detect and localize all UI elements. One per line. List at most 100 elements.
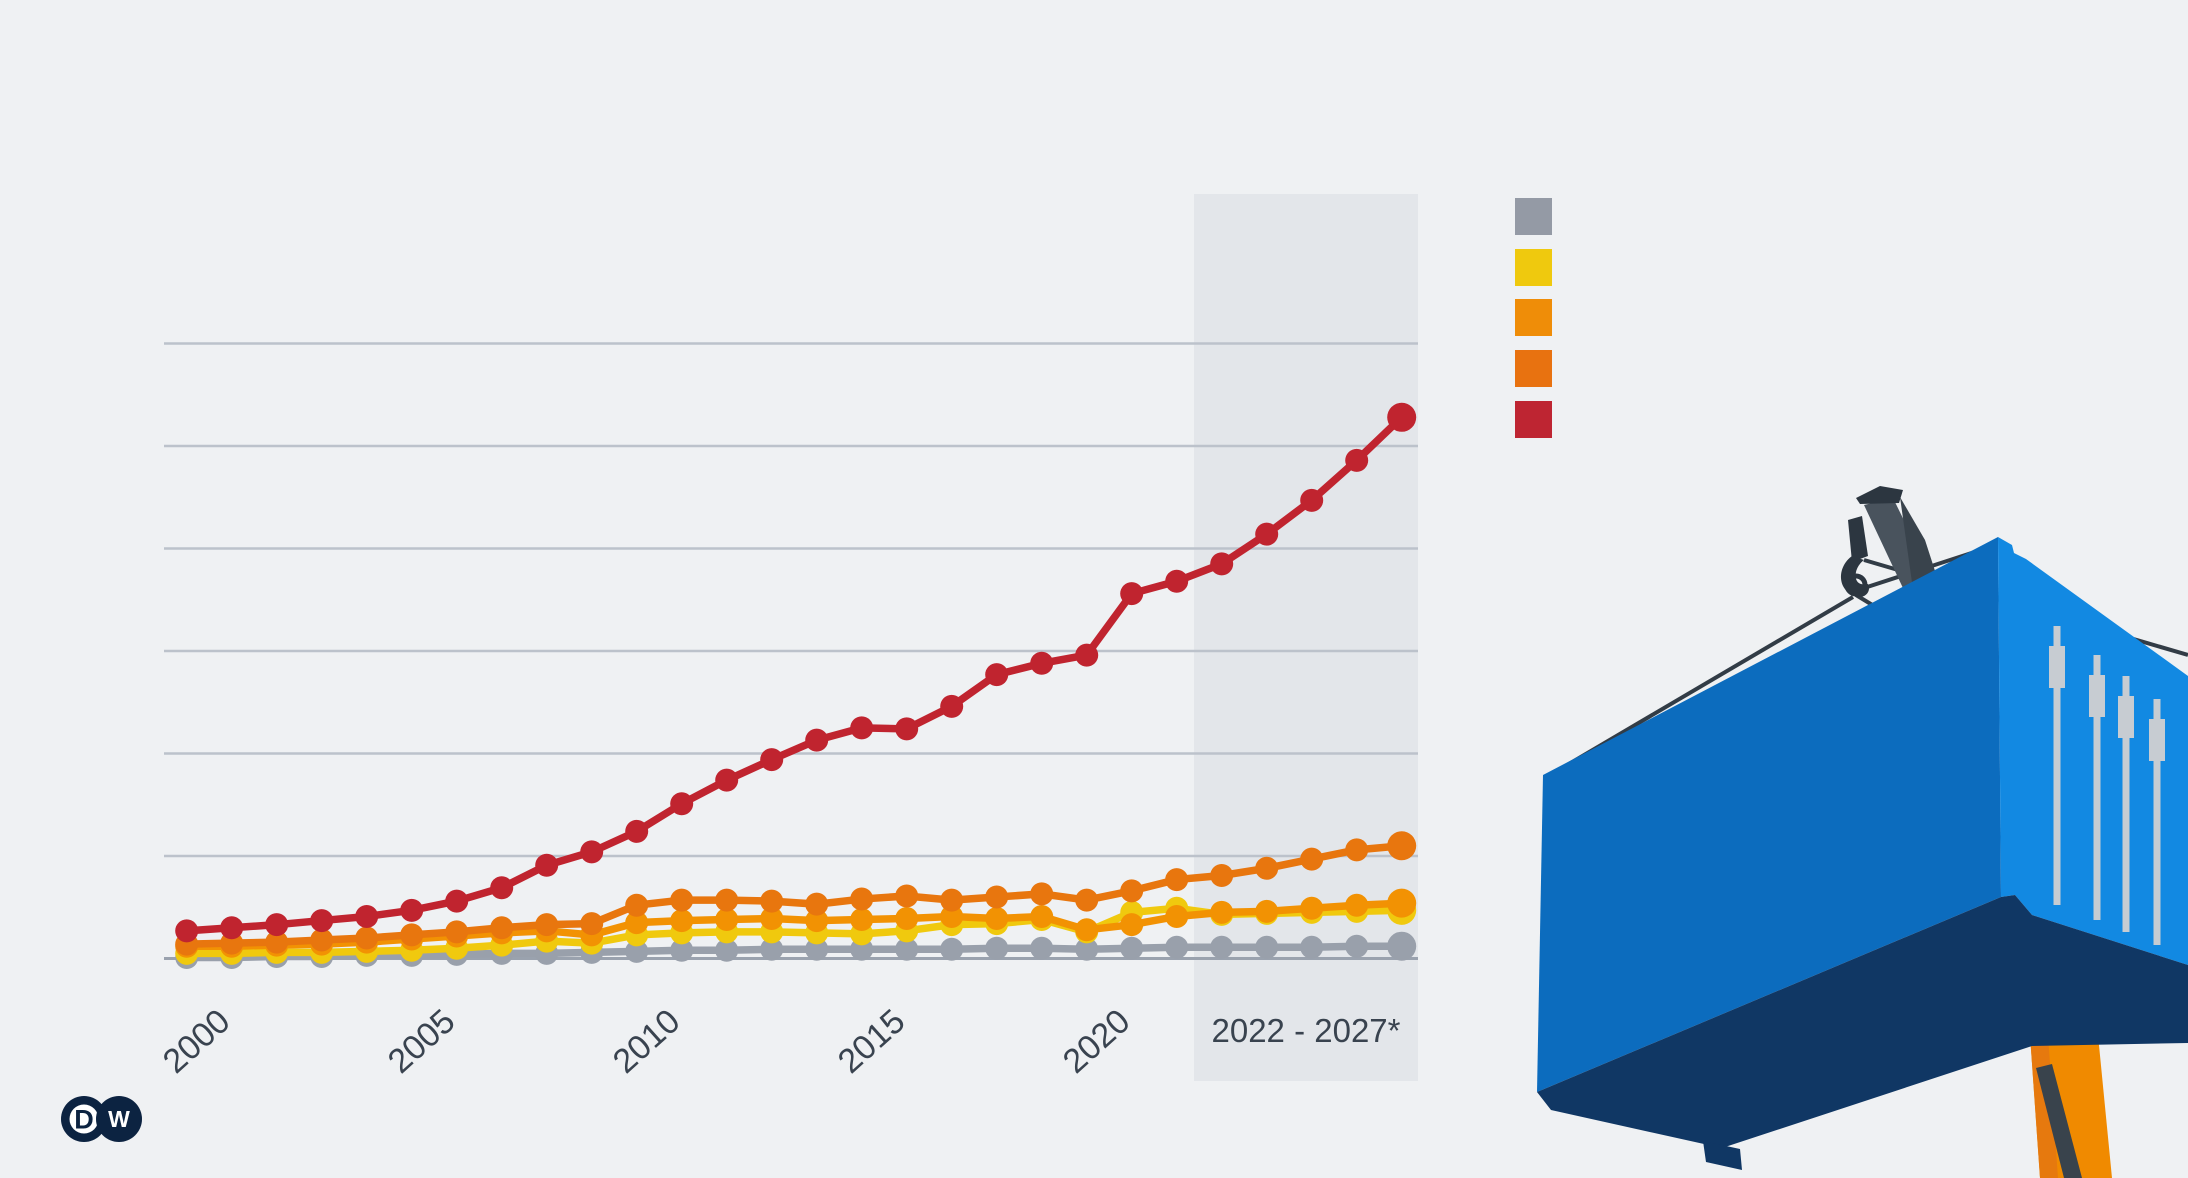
series-dark-orange-point bbox=[1120, 879, 1144, 903]
series-gray-point bbox=[1345, 934, 1369, 958]
series-dark-orange-point bbox=[625, 893, 649, 917]
series-red-point bbox=[1210, 552, 1234, 576]
series-orange-point bbox=[1387, 888, 1417, 918]
series-red-point bbox=[445, 889, 469, 913]
legend-swatch-dark-orange bbox=[1515, 350, 1552, 388]
legend-swatch-yellow bbox=[1515, 248, 1552, 286]
series-dark-orange-point bbox=[985, 885, 1009, 909]
series-dark-orange-point bbox=[760, 889, 784, 913]
series-red-line bbox=[186, 414, 1405, 935]
line-chart bbox=[164, 194, 1418, 1081]
series-red-point bbox=[580, 840, 604, 864]
series-orange-point bbox=[1210, 900, 1234, 924]
series-red-point bbox=[535, 853, 559, 877]
series-orange-point bbox=[760, 907, 784, 931]
series-orange-point bbox=[1165, 904, 1189, 928]
series-dark-orange-point bbox=[580, 912, 604, 936]
svg-text:W: W bbox=[108, 1106, 130, 1132]
series-dark-orange-line bbox=[186, 842, 1403, 948]
series-red-point bbox=[1255, 522, 1279, 546]
series-gray-point bbox=[940, 937, 964, 961]
series-red-point bbox=[355, 904, 379, 928]
series-red-point bbox=[715, 768, 739, 792]
series-orange-point bbox=[1120, 913, 1144, 937]
series-gray-point bbox=[760, 937, 784, 961]
series-red-point bbox=[1345, 448, 1369, 472]
svg-text:D: D bbox=[74, 1105, 94, 1135]
series-dark-orange-point bbox=[535, 913, 559, 937]
series-dark-orange-point bbox=[1255, 856, 1279, 880]
series-gray-point bbox=[985, 936, 1009, 960]
series-red-point bbox=[850, 716, 874, 740]
series-red-point bbox=[1030, 651, 1054, 675]
series-red-point bbox=[175, 919, 199, 943]
series-gray-point bbox=[715, 938, 739, 962]
series-red-point bbox=[940, 694, 964, 718]
series-gray-point bbox=[1300, 935, 1324, 959]
series-dark-orange-point bbox=[1300, 847, 1324, 871]
forecast-region bbox=[1194, 194, 1418, 1081]
container-icon bbox=[1537, 537, 2188, 1170]
series-orange-point bbox=[1075, 918, 1099, 942]
series-orange-point bbox=[625, 911, 649, 935]
legend-swatch-orange bbox=[1515, 299, 1552, 337]
series-gray-point bbox=[670, 938, 694, 962]
series-dark-orange-point bbox=[445, 920, 469, 944]
series-orange-point bbox=[715, 908, 739, 932]
series-red-point bbox=[1387, 402, 1417, 432]
series-orange-point bbox=[850, 908, 874, 932]
series-gray-point bbox=[625, 939, 649, 963]
series-gray-point bbox=[1387, 931, 1417, 961]
series-dark-orange-point bbox=[1387, 831, 1417, 861]
series-dark-orange-point bbox=[265, 930, 289, 954]
series-red-point bbox=[310, 909, 334, 933]
series-red-point bbox=[985, 663, 1009, 687]
series-orange-point bbox=[1030, 904, 1054, 928]
series-dark-orange-point bbox=[1030, 882, 1054, 906]
series-red-point bbox=[805, 728, 829, 752]
series-dark-orange-point bbox=[1345, 838, 1369, 862]
series-gray-point bbox=[1075, 937, 1099, 961]
series-gray-point bbox=[895, 937, 919, 961]
series-gray-point bbox=[1210, 935, 1234, 959]
series-red-point bbox=[1165, 569, 1189, 593]
series-dark-orange-point bbox=[850, 887, 874, 911]
series-orange-point bbox=[1300, 896, 1324, 920]
series-red-point bbox=[670, 792, 694, 816]
series-red-point bbox=[895, 717, 919, 741]
series-gray-point bbox=[1120, 936, 1144, 960]
series-orange-point bbox=[985, 907, 1009, 931]
series-red-point bbox=[1075, 643, 1099, 667]
series-orange-point bbox=[940, 904, 964, 928]
series-orange-point bbox=[895, 907, 919, 931]
series-gray-point bbox=[1255, 935, 1279, 959]
series-red-point bbox=[220, 916, 244, 940]
series-dark-orange-point bbox=[715, 888, 739, 912]
forecast-period-label: 2022 - 2027* bbox=[1211, 1012, 1401, 1049]
series-orange-line bbox=[186, 899, 1402, 950]
series-red-point bbox=[400, 898, 424, 922]
series-dark-orange-point bbox=[490, 916, 514, 940]
series-red-point bbox=[625, 819, 649, 843]
series-dark-orange-point bbox=[670, 888, 694, 912]
series-red-point bbox=[760, 748, 784, 772]
series-orange-point bbox=[805, 909, 829, 933]
series-dark-orange-point bbox=[805, 892, 829, 916]
container-door-rods-icon bbox=[2049, 626, 2165, 945]
series-dark-orange-point bbox=[895, 884, 919, 908]
series-dark-orange-point bbox=[1210, 863, 1234, 887]
series-dark-orange-point bbox=[1165, 868, 1189, 892]
series-gray-point bbox=[1165, 935, 1189, 959]
series-red-point bbox=[490, 876, 514, 900]
series-red-point bbox=[1120, 582, 1144, 606]
series-dark-orange-point bbox=[310, 928, 334, 952]
series-gray-point bbox=[805, 937, 829, 961]
series-red-point bbox=[265, 913, 289, 937]
legend-swatch-red bbox=[1515, 400, 1552, 438]
series-orange-point bbox=[1345, 893, 1369, 917]
series-dark-orange-point bbox=[400, 923, 424, 947]
dw-logo: D W bbox=[61, 1096, 142, 1142]
legend-swatch-gray bbox=[1515, 198, 1552, 235]
crane-arm-icon bbox=[2030, 1035, 2112, 1178]
